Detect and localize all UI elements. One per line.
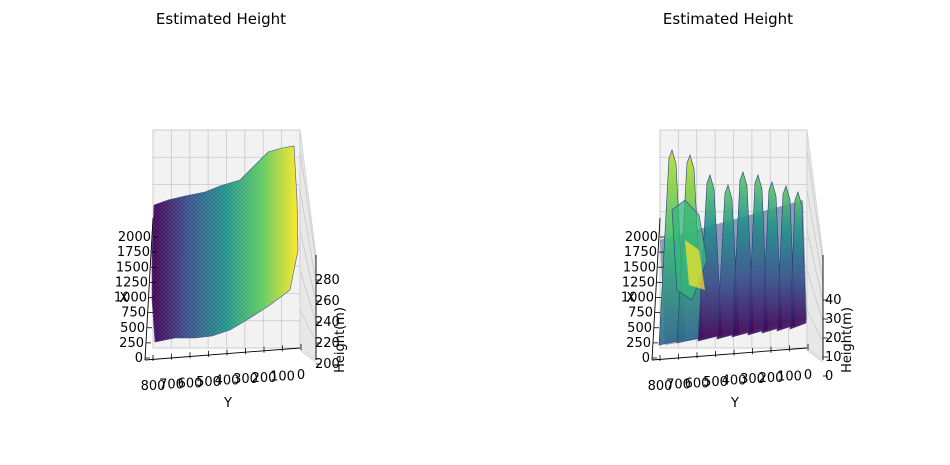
grid-line	[299, 309, 317, 343]
y-tick-label: 600	[178, 376, 203, 391]
z-tick-label: 10	[825, 350, 842, 365]
x-tick-label: 500	[627, 321, 652, 336]
y-tick-label: 100	[270, 369, 295, 384]
x-tick-label: 1250	[622, 275, 655, 290]
x-axis-line	[144, 217, 154, 361]
grid-line	[299, 189, 317, 283]
grid-line	[299, 229, 317, 303]
z-tick-label: 280	[315, 273, 340, 288]
grid-line	[299, 269, 317, 323]
x-tick-label: 750	[121, 306, 146, 321]
y-axis-line	[144, 347, 301, 361]
y-tick-label: 400	[215, 374, 240, 389]
y-tick-label: 800	[648, 379, 673, 394]
y-axis-line	[651, 347, 808, 361]
x-tick-label: 250	[626, 336, 651, 351]
x-tick-label: 1500	[116, 260, 149, 275]
x-tick-label: 1750	[624, 245, 657, 260]
x-tick-label: 2000	[625, 230, 658, 245]
grid-line	[299, 349, 317, 363]
grid-line	[806, 149, 824, 263]
z-tick-label: 30	[825, 312, 842, 327]
y-tick-label: 700	[666, 378, 691, 393]
y-tick-label: 400	[722, 374, 747, 389]
y-tick-label: 300	[740, 372, 765, 387]
x-tick-label: 1500	[623, 260, 656, 275]
x-axis-line	[651, 217, 661, 361]
z-tick-label: 220	[315, 336, 340, 351]
grid-line	[299, 149, 317, 263]
z-tick-label: 200	[315, 357, 340, 372]
grid-line	[806, 309, 824, 343]
grid-line	[806, 349, 824, 363]
y-tick-label: 100	[777, 369, 802, 384]
x-tick-label: 1750	[117, 245, 150, 260]
y-tick-label: 500	[196, 375, 221, 390]
x-tick-label: 0	[642, 351, 650, 366]
surface-peak	[685, 240, 705, 290]
x-tick-label: 500	[120, 321, 145, 336]
y-axis-label: Y	[730, 396, 739, 411]
z-tick-label: 40	[825, 293, 842, 308]
y-tick-label: 300	[233, 372, 258, 387]
grid-line	[806, 229, 824, 303]
x-tick-label: 1000	[621, 291, 654, 306]
y-tick-label: 0	[804, 368, 812, 383]
y-tick-label: 200	[252, 371, 277, 386]
chart-panel-left: Estimated Height025050075010001250150017…	[114, 10, 348, 411]
chart-panel-right: Estimated Height025050075010001250150017…	[621, 10, 855, 411]
x-tick-label: 1250	[115, 275, 148, 290]
grid-line	[806, 189, 824, 283]
surface-ridge	[789, 191, 807, 330]
surface-mesh	[152, 146, 298, 342]
y-tick-label: 600	[685, 376, 710, 391]
z-axis-label: Height(m)	[840, 307, 855, 373]
x-tick-label: 0	[135, 351, 143, 366]
y-tick-label: 0	[297, 368, 305, 383]
y-axis-label: Y	[223, 396, 232, 411]
y-tick-label: 200	[759, 371, 784, 386]
z-tick-label: 260	[315, 294, 340, 309]
x-axis-label: X	[120, 291, 129, 306]
x-tick-label: 750	[628, 306, 653, 321]
z-tick-label: 240	[315, 315, 340, 330]
x-tick-label: 250	[119, 336, 144, 351]
grid-line	[806, 269, 824, 323]
chart-title: Estimated Height	[156, 10, 286, 28]
y-tick-label: 500	[703, 375, 728, 390]
x-tick-label: 2000	[118, 230, 151, 245]
chart-title: Estimated Height	[663, 10, 793, 28]
x-axis-label: X	[627, 291, 636, 306]
z-axis-label: Height(m)	[333, 307, 348, 373]
x-tick-label: 1000	[114, 291, 147, 306]
y-tick-label: 800	[141, 379, 166, 394]
y-tick-label: 700	[159, 378, 184, 393]
z-tick-label: 20	[825, 331, 842, 346]
z-tick-label: 0	[825, 369, 833, 384]
